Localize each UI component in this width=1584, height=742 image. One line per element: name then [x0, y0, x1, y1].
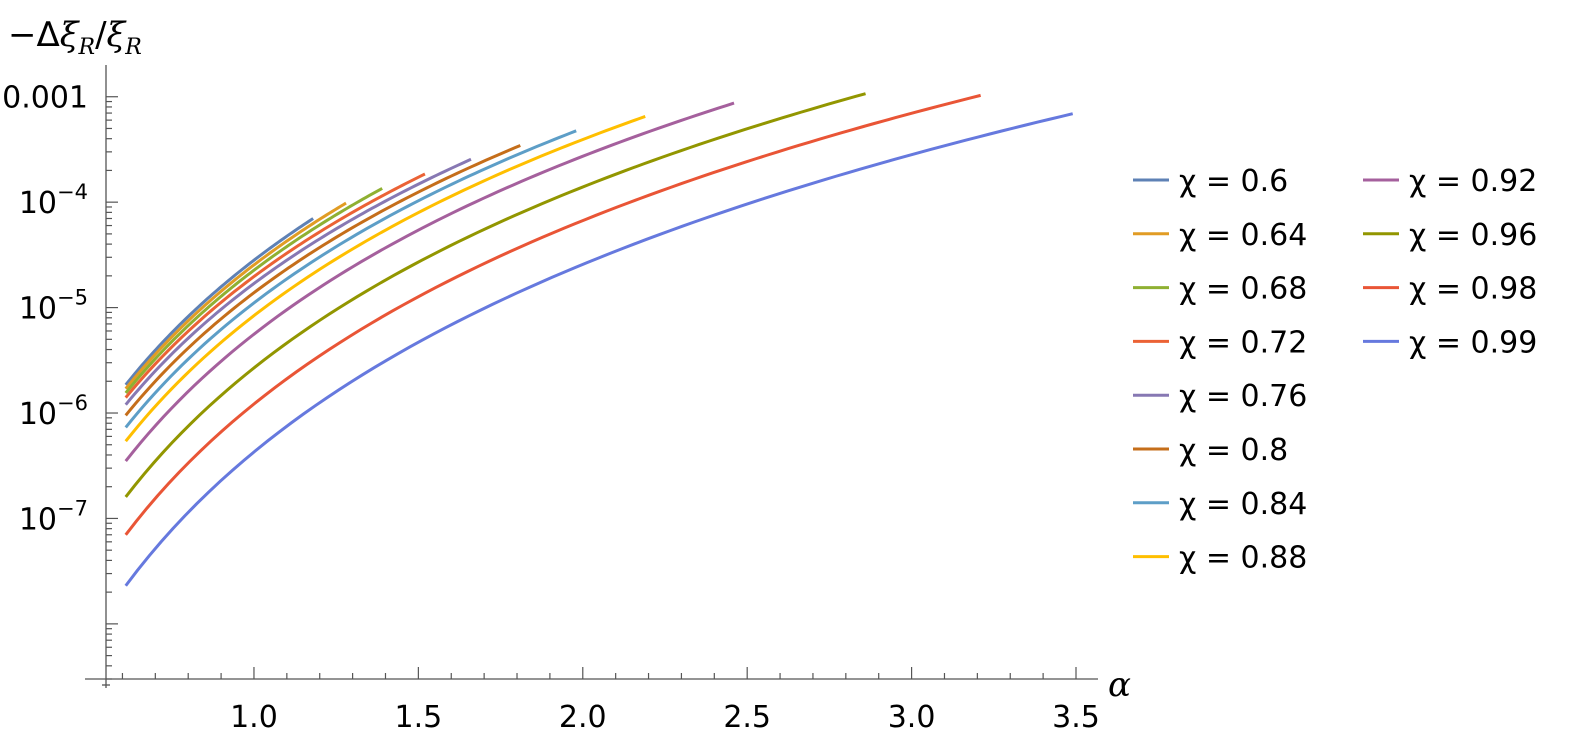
legend-label: χ = 0.6 [1179, 164, 1288, 199]
y-tick-label: 10−7 [19, 496, 88, 537]
series-line [124, 112, 1074, 587]
legend-label: χ = 0.72 [1179, 325, 1307, 360]
x-ticks: 1.0 1.5 2.0 2.5 3.0 3.5 [121, 667, 1100, 735]
y-tick-label: 0.001 [2, 81, 88, 116]
series-line [124, 187, 383, 394]
legend-label: χ = 0.8 [1179, 433, 1288, 468]
x-tick-label: 3.5 [1052, 700, 1100, 735]
series-line [124, 172, 426, 399]
y-tick-label: 10−4 [19, 180, 88, 221]
y-tick-label: 10−5 [19, 286, 88, 327]
legend: χ = 0.6 χ = 0.64 χ = 0.68 χ = 0.72 χ = 0.76 χ… [1133, 164, 1537, 576]
legend-label: χ = 0.64 [1179, 218, 1307, 253]
series-line [124, 157, 472, 406]
series-line [124, 144, 521, 417]
legend-label: χ = 0.98 [1409, 272, 1537, 307]
x-tick-label: 1.0 [230, 700, 278, 735]
series-line [124, 129, 577, 429]
series-line [124, 115, 646, 443]
series-line [124, 201, 347, 390]
x-tick-label: 1.5 [395, 700, 443, 735]
series-line [124, 93, 982, 536]
y-ticks: 0.001 10−4 10−5 10−6 10−7 [2, 81, 118, 680]
x-axis-title: α [1108, 665, 1131, 705]
legend-label: χ = 0.68 [1179, 272, 1307, 307]
y-axis-title: −ΔξR/ξR [8, 15, 142, 60]
legend-label: χ = 0.92 [1409, 164, 1537, 199]
legend-label: χ = 0.96 [1409, 218, 1537, 253]
x-tick-label: 2.5 [723, 700, 771, 735]
axes [85, 65, 1098, 688]
series-line [124, 217, 314, 386]
legend-label: χ = 0.84 [1179, 487, 1307, 522]
legend-label: χ = 0.76 [1179, 379, 1307, 414]
series-line [124, 101, 735, 463]
series-line [124, 92, 866, 498]
y-tick-label: 10−6 [19, 391, 88, 432]
legend-label: χ = 0.99 [1409, 325, 1537, 360]
legend-label: χ = 0.88 [1179, 541, 1307, 576]
x-tick-label: 2.0 [559, 700, 607, 735]
x-tick-label: 3.0 [888, 700, 936, 735]
curves [124, 92, 1074, 587]
